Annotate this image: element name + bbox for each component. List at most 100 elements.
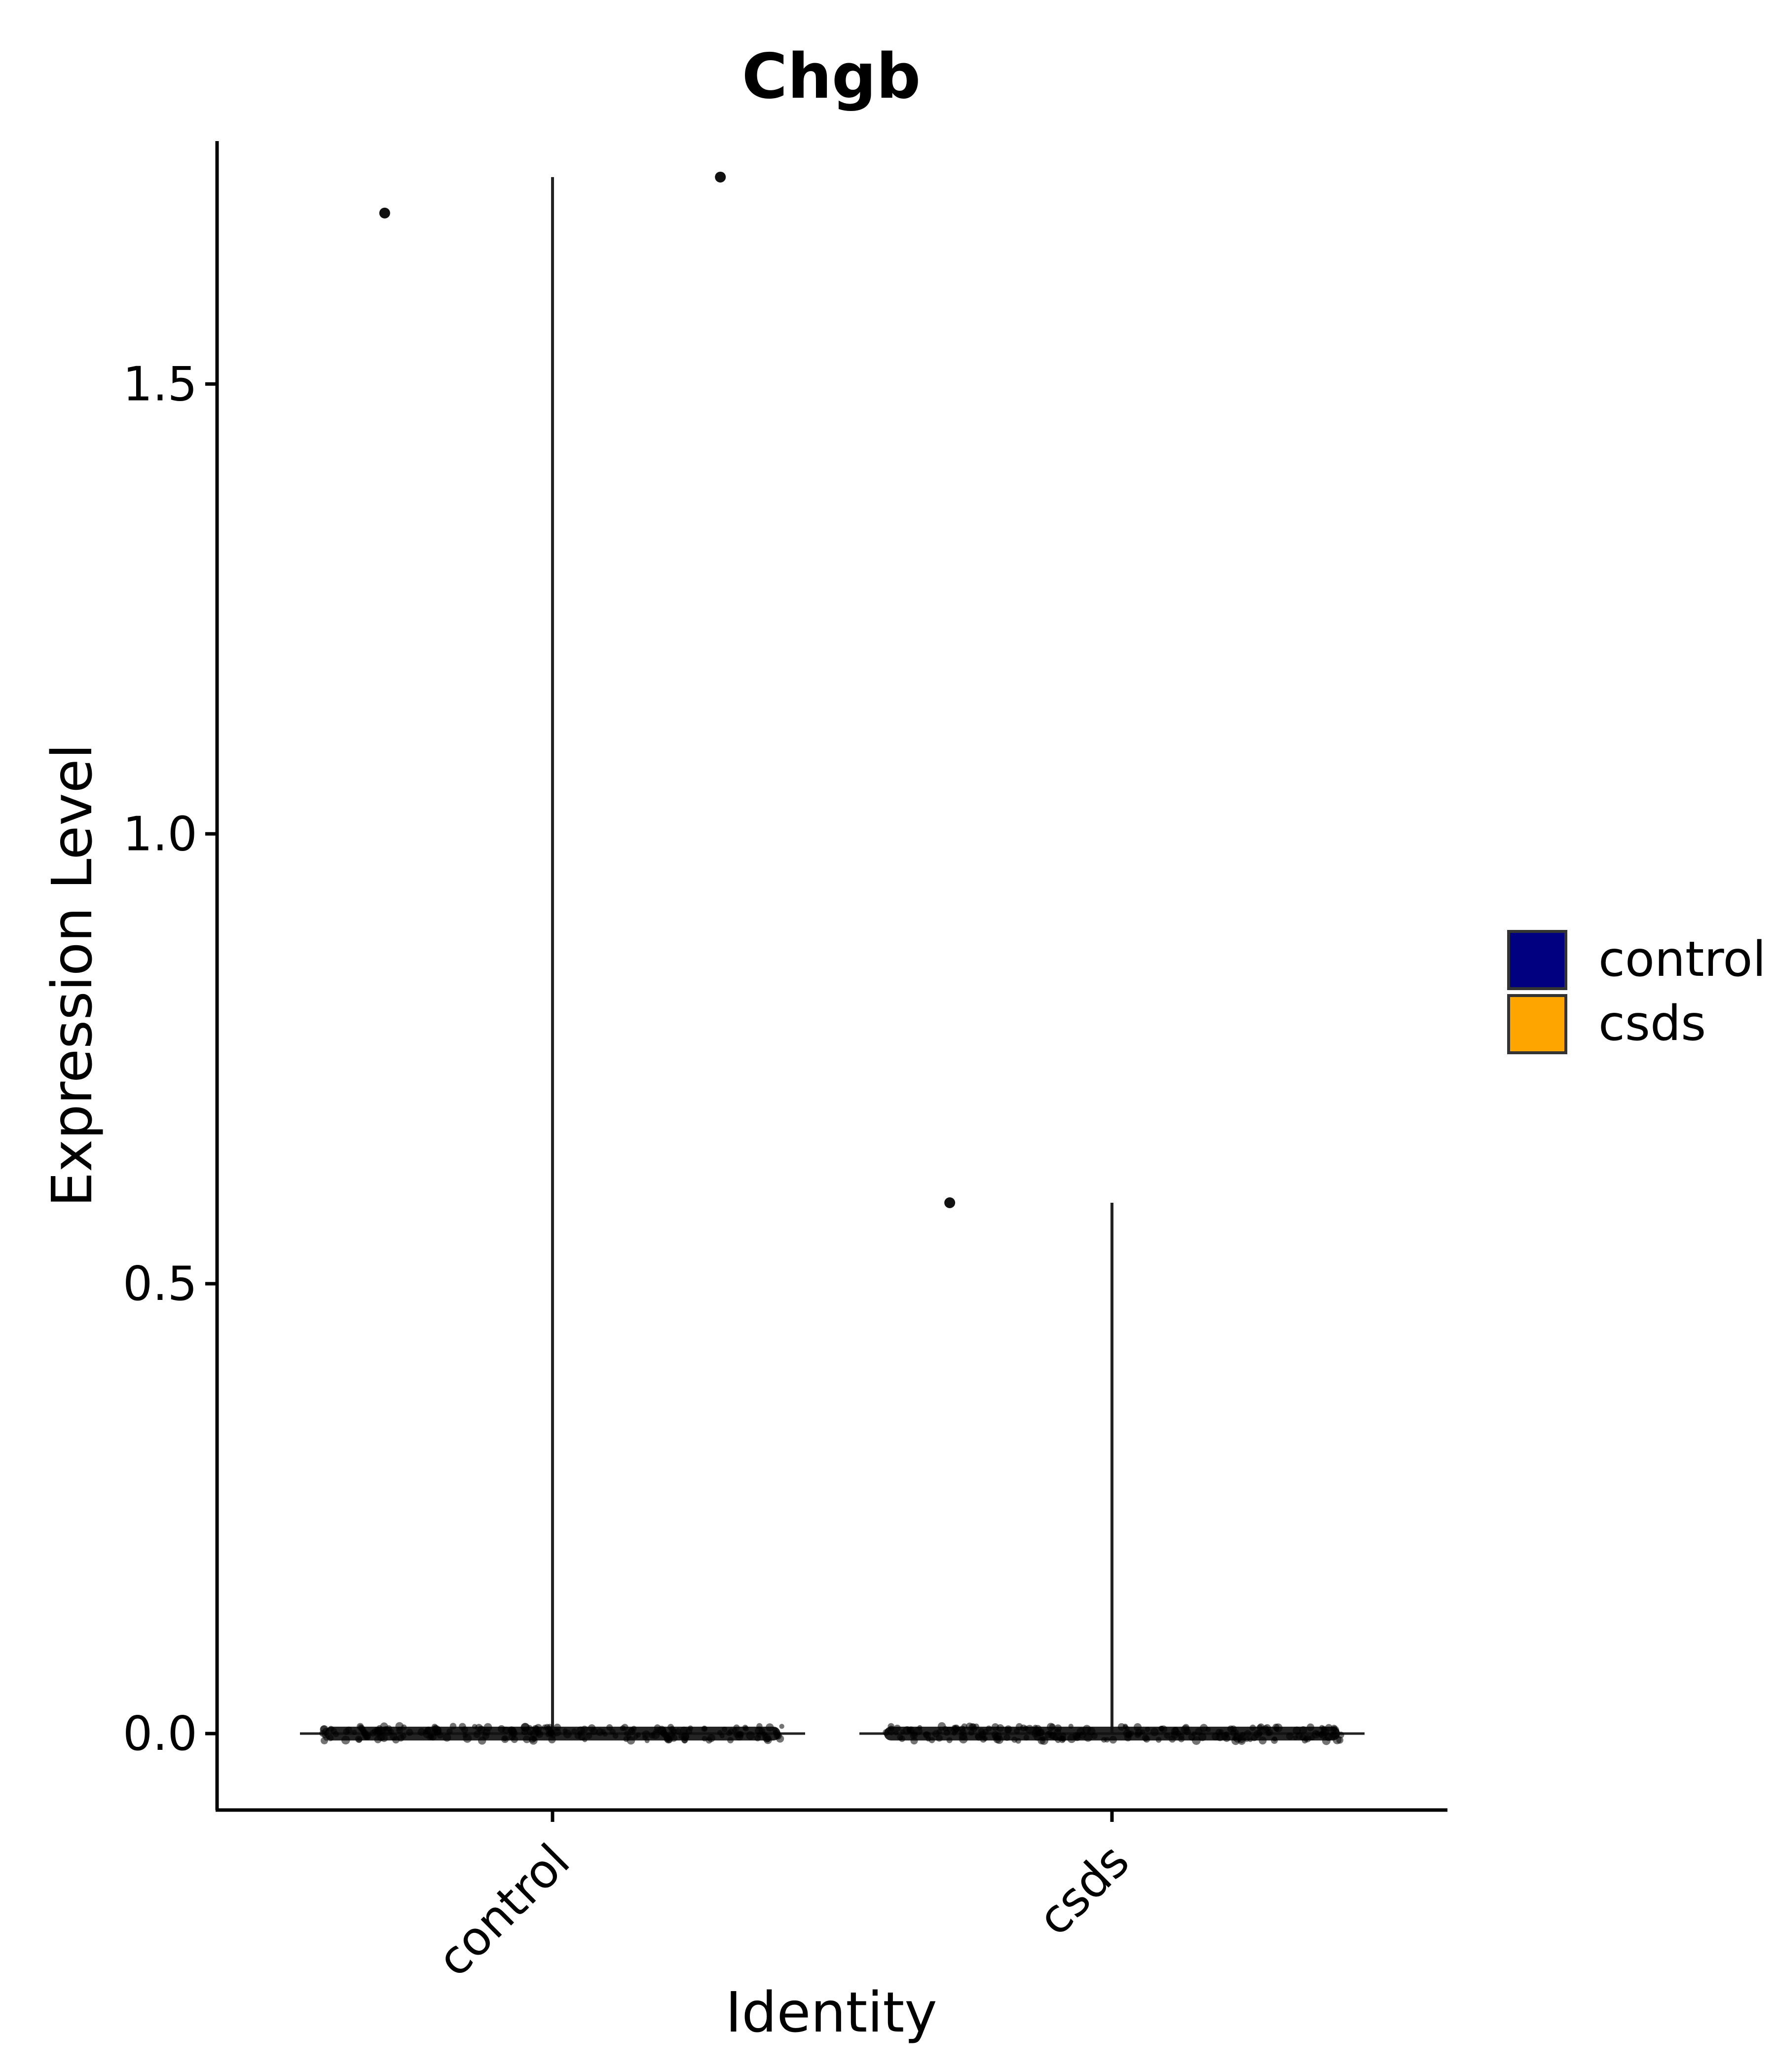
jitter-point-control	[620, 1725, 626, 1731]
jitter-point-control	[681, 1732, 690, 1741]
jitter-point-control	[429, 1733, 437, 1741]
violin-group-control	[300, 171, 805, 1745]
jitter-point-control	[520, 1723, 530, 1732]
jitter-point-control	[701, 1725, 708, 1732]
jitter-point-control	[365, 1734, 371, 1740]
legend: control csds	[1507, 930, 1766, 1054]
jitter-point-control	[746, 1731, 755, 1740]
jitter-point-csds	[1293, 1726, 1301, 1735]
jitter-point-control	[585, 1732, 592, 1739]
jitter-point-csds	[1049, 1732, 1057, 1739]
jitter-point-csds	[1109, 1736, 1117, 1744]
jitter-point-csds	[1117, 1723, 1125, 1731]
jitter-point-csds	[1178, 1733, 1184, 1739]
jitter-point-csds	[917, 1725, 923, 1730]
jitter-point-csds	[1191, 1731, 1197, 1737]
jitter-point-control	[322, 1733, 327, 1738]
jitter-point-csds	[1219, 1729, 1224, 1735]
jitter-point-csds	[1273, 1723, 1283, 1733]
jitter-point-control	[463, 1734, 472, 1743]
x-axis-title: Identity	[725, 1981, 937, 2045]
jitter-point-csds	[1171, 1727, 1180, 1736]
jitter-point-control	[443, 1733, 451, 1742]
y-tick-label: 1.0	[123, 807, 197, 861]
jitter-point-csds	[1101, 1737, 1107, 1743]
y-axis-ticks: 0.0 0.5 1.0 1.5	[123, 357, 217, 1761]
jitter-point-csds	[936, 1729, 942, 1735]
jitter-point-control	[680, 1726, 688, 1735]
jitter-point-csds	[1031, 1729, 1040, 1738]
jitter-point-control	[674, 1728, 681, 1735]
jitter-point-csds	[1286, 1732, 1294, 1740]
jitter-point-csds	[986, 1725, 992, 1732]
jitter-point-control	[328, 1726, 334, 1732]
jitter-point-control	[728, 1728, 734, 1735]
jitter-point-control	[765, 1723, 774, 1732]
plot-area	[300, 171, 1365, 1745]
jitter-point-csds	[1073, 1732, 1080, 1740]
jitter-point-control	[776, 1735, 784, 1743]
jitter-point-control	[571, 1728, 577, 1734]
jitter-point-control	[400, 1733, 407, 1739]
jitter-point-csds	[1314, 1731, 1320, 1737]
jitter-point-control	[423, 1731, 431, 1739]
jitter-point-control	[351, 1730, 357, 1736]
jitter-point-csds	[1145, 1726, 1150, 1733]
jitter-point-csds	[1059, 1737, 1066, 1743]
jitter-point-csds	[910, 1737, 918, 1745]
jitter-point-csds	[1013, 1728, 1020, 1734]
jitter-point-csds	[1257, 1724, 1263, 1731]
jitter-point-csds	[1192, 1736, 1201, 1745]
jitter-point-csds	[1004, 1725, 1012, 1733]
jitter-point-control	[431, 1726, 437, 1732]
y-tick-label: 1.5	[123, 357, 197, 411]
jitter-point-control	[406, 1729, 413, 1736]
jitter-point-control	[626, 1734, 631, 1739]
jitter-point-control	[501, 1735, 509, 1743]
jitter-point-control	[590, 1727, 598, 1735]
jitter-point-control	[733, 1724, 740, 1731]
jitter-point-csds	[1182, 1724, 1190, 1731]
chart-title: Chgb	[742, 40, 921, 112]
jitter-point-control	[756, 1723, 763, 1730]
jitter-point-control	[779, 1724, 784, 1729]
jitter-point-csds	[1023, 1725, 1029, 1731]
jitter-point-control	[321, 1737, 328, 1744]
jitter-point-csds	[1159, 1726, 1165, 1732]
x-axis-ticks: control csds	[427, 1810, 1140, 1987]
jitter-point-control	[320, 1725, 329, 1734]
jitter-point-control	[553, 1728, 561, 1737]
jitter-point-control	[628, 1727, 636, 1736]
jitter-point-control	[670, 1728, 677, 1735]
jitter-point-csds	[1221, 1732, 1229, 1740]
outlier-point-control-2	[715, 171, 726, 183]
jitter-point-csds	[996, 1736, 1001, 1741]
jitter-point-control	[743, 1726, 749, 1732]
jitter-point-csds	[893, 1730, 899, 1736]
jitter-point-csds	[1306, 1723, 1315, 1731]
legend-label: csds	[1598, 996, 1706, 1052]
jitter-point-control	[772, 1727, 778, 1733]
jitter-point-csds	[1133, 1723, 1142, 1731]
legend-label: control	[1598, 931, 1766, 988]
jitter-point-control	[449, 1723, 457, 1730]
legend-item-control: control	[1507, 930, 1766, 990]
jitter-point-csds	[1039, 1736, 1049, 1745]
jitter-point-control	[577, 1726, 585, 1735]
jitter-point-control	[401, 1724, 407, 1730]
jitter-point-control	[482, 1728, 490, 1736]
jitter-point-csds	[1256, 1730, 1263, 1737]
jitter-point-csds	[888, 1723, 895, 1730]
jitter-point-csds	[906, 1727, 912, 1733]
jitter-point-control	[765, 1736, 771, 1742]
jitter-point-csds	[1023, 1735, 1030, 1741]
jitter-point-csds	[893, 1724, 901, 1732]
jitter-point-control	[380, 1734, 388, 1742]
jitter-point-control	[653, 1728, 659, 1734]
y-tick-label: 0.0	[123, 1707, 197, 1761]
jitter-point-csds	[1087, 1727, 1096, 1736]
jitter-point-control	[341, 1736, 350, 1745]
jitter-point-csds	[1003, 1734, 1011, 1741]
jitter-point-csds	[951, 1726, 959, 1734]
